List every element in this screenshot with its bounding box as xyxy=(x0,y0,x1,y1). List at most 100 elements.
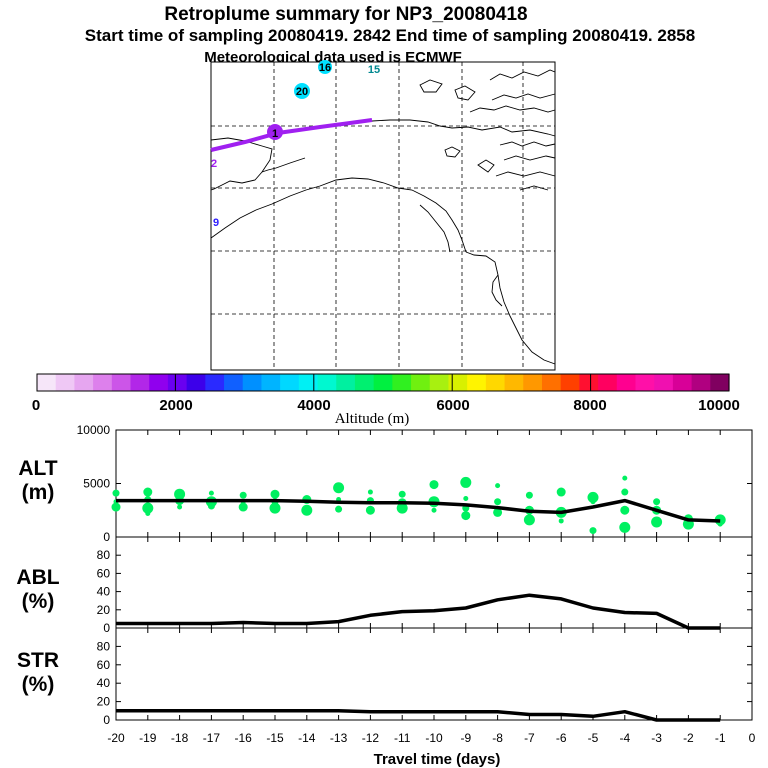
altitude-point xyxy=(335,505,343,513)
colorbar-swatch xyxy=(710,374,730,391)
plume-track xyxy=(210,118,373,152)
x-tick-label: -20 xyxy=(107,731,125,745)
colorbar-tick-0: 0 xyxy=(32,397,40,414)
altitude-point xyxy=(431,507,437,513)
colorbar-swatch xyxy=(130,374,150,391)
x-tick-label: -3 xyxy=(651,731,662,745)
altitude-point xyxy=(653,498,661,506)
map-label-15: 15 xyxy=(368,64,380,76)
map-graticule xyxy=(211,62,555,370)
x-tick-label: -6 xyxy=(556,731,567,745)
colorbar-swatch xyxy=(523,374,543,391)
colorbar-swatch xyxy=(167,374,188,391)
altitude-point xyxy=(142,502,154,514)
series-line-alt xyxy=(116,498,721,523)
altitude-point xyxy=(620,505,630,515)
colorbar-tick-2000: 2000 xyxy=(159,397,192,414)
abl-panel-label: ABL xyxy=(16,566,59,589)
y-tick-label: 60 xyxy=(97,658,111,672)
colorbar-swatch xyxy=(541,374,562,391)
colorbar-swatch xyxy=(411,374,431,391)
altitude-point xyxy=(525,491,533,499)
map-label-20: 20 xyxy=(296,86,308,98)
panel-frame xyxy=(115,627,753,721)
colorbar-tick-10000: 10000 xyxy=(698,397,740,414)
map-label-9: 9 xyxy=(213,217,219,229)
altitude-point xyxy=(587,491,599,503)
altitude-point xyxy=(651,516,663,528)
map-label-16: 16 xyxy=(319,62,331,74)
colorbar-swatch xyxy=(336,374,356,391)
colorbar-tick-6000: 6000 xyxy=(436,397,469,414)
plume-marker-1 xyxy=(267,124,283,140)
colorbar-swatch xyxy=(598,374,618,391)
altitude-point xyxy=(494,498,502,506)
colorbar-swatch xyxy=(261,374,281,391)
altitude-point xyxy=(239,491,247,499)
altitude-point xyxy=(717,521,723,527)
x-tick-label: -16 xyxy=(235,731,253,745)
x-tick-label: -18 xyxy=(171,731,189,745)
altitude-point xyxy=(460,476,472,488)
colorbar-swatch xyxy=(37,374,57,391)
altitude-point xyxy=(398,490,406,498)
str-panel-unit: (%) xyxy=(22,673,55,696)
y-tick-label: 80 xyxy=(97,548,111,562)
altitude-point xyxy=(238,502,248,512)
altitude-point xyxy=(622,475,628,481)
x-tick-label: -15 xyxy=(266,731,284,745)
map-panel: 16 15 20 1 2 9 xyxy=(210,60,556,371)
figure-title: Retroplume summary for NP3_20080418 xyxy=(164,4,527,25)
alt-panel-label: ALT xyxy=(18,457,57,480)
plume-marker-20 xyxy=(294,83,310,99)
x-tick-label: -8 xyxy=(492,731,503,745)
y-tick-label: 10000 xyxy=(77,423,111,437)
colorbar-swatch xyxy=(224,374,244,391)
altitude-point xyxy=(269,502,281,514)
x-tick-label: -12 xyxy=(362,731,380,745)
colorbar-swatch xyxy=(354,374,375,391)
y-tick-label: 0 xyxy=(103,530,110,544)
colorbar-swatch xyxy=(242,374,263,391)
map-frame xyxy=(210,61,556,371)
altitude-point xyxy=(619,521,631,533)
y-tick-label: 80 xyxy=(97,639,111,653)
colorbar-swatch xyxy=(280,374,300,391)
y-tick-label: 20 xyxy=(97,695,111,709)
colorbar-swatch xyxy=(654,374,674,391)
altitude-point xyxy=(589,527,597,535)
colorbar-swatch xyxy=(560,374,580,391)
colorbar-swatch xyxy=(485,374,506,391)
colorbar-label: Altitude (m) xyxy=(335,411,410,427)
altitude-point xyxy=(177,504,183,510)
panel-abl: 0 20 40 60 80 xyxy=(97,536,753,635)
x-tick-label: -11 xyxy=(394,731,411,745)
colorbar-swatch xyxy=(373,374,393,391)
y-tick-label: 40 xyxy=(97,676,111,690)
colorbar-swatch xyxy=(635,374,655,391)
x-tick-label: -9 xyxy=(460,731,471,745)
x-tick-label: -13 xyxy=(330,731,348,745)
x-tick-label: -7 xyxy=(524,731,535,745)
altitude-point xyxy=(367,489,373,495)
altitude-point xyxy=(207,502,215,510)
y-tick-label: 5000 xyxy=(83,477,110,491)
y-tick-label: 60 xyxy=(97,566,111,580)
x-tick-label: -4 xyxy=(619,731,630,745)
altitude-point xyxy=(493,507,503,517)
colorbar-swatch xyxy=(55,374,75,391)
altitude-point xyxy=(174,488,186,500)
altitude-point xyxy=(145,510,151,516)
colorbar-swatch xyxy=(579,374,599,391)
altitude-point xyxy=(590,499,596,505)
colorbar-swatch xyxy=(149,374,169,391)
y-tick-label: 20 xyxy=(97,603,111,617)
colorbar-tick-labels: 0 2000 4000 6000 8000 10000 xyxy=(32,397,740,414)
altitude-point xyxy=(558,518,564,524)
colorbar-swatch xyxy=(111,374,132,391)
x-tick-label: -17 xyxy=(203,731,221,745)
colorbar-swatch xyxy=(298,374,319,391)
colorbar-swatch xyxy=(205,374,225,391)
colorbar-swatch xyxy=(691,374,711,391)
